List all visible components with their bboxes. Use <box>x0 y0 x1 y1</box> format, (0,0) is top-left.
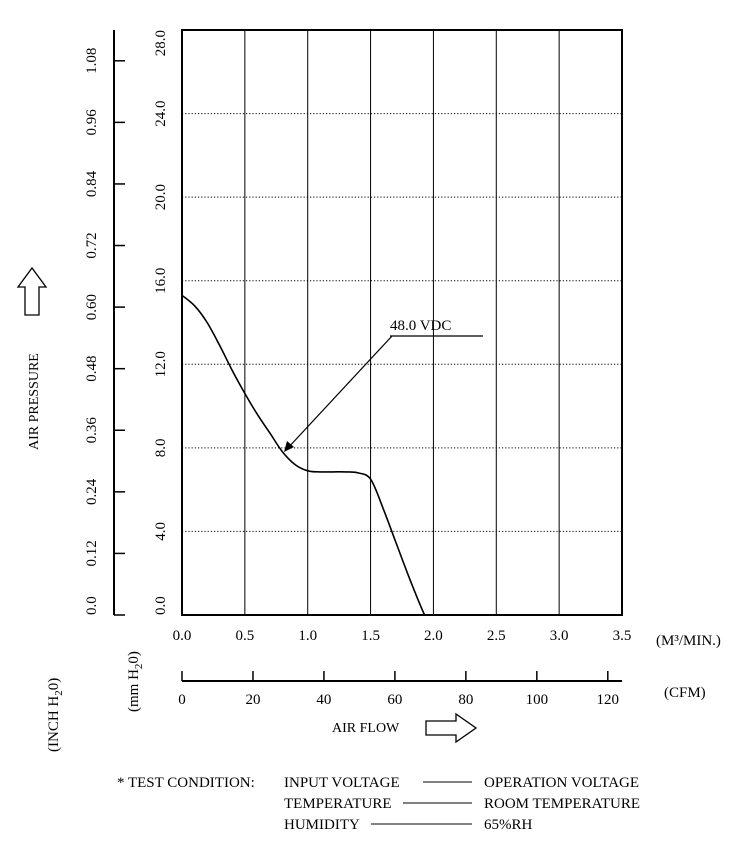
inch-tick-label: 0.96 <box>84 109 100 136</box>
mm-axis-unit: (mm H20) <box>126 651 145 712</box>
inch-tick-label: 0.12 <box>84 540 100 566</box>
cfm-tick-label: 80 <box>458 692 473 708</box>
mm-tick-label: 4.0 <box>153 522 169 541</box>
air-flow-arrow-icon <box>425 712 478 744</box>
test-condition-title: * TEST CONDITION: <box>117 775 255 791</box>
cfm-axis-unit: (CFM) <box>664 685 706 701</box>
x-axis-unit: (M³/MIN.) <box>656 633 721 649</box>
x-tick-label: 1.0 <box>298 628 317 644</box>
inch-tick-label: 0.72 <box>84 232 100 258</box>
inch-tick-label: 0.24 <box>84 478 100 505</box>
annotation-arrow-icon <box>284 441 294 452</box>
inch-axis-ticks: 0.0 0.12 0.24 0.36 0.48 0.60 0.72 0.84 0.96 1.08 <box>84 48 125 616</box>
x-tick-label: 0.0 <box>173 628 192 644</box>
inch-tick-label: 0.84 <box>84 170 100 197</box>
mm-tick-label: 0.0 <box>153 596 169 615</box>
annotation-leader <box>286 335 393 450</box>
inch-axis-unit: (INCH H20) <box>46 678 65 752</box>
cfm-tick-label: 40 <box>316 692 331 708</box>
x-tick-label: 3.5 <box>613 628 632 644</box>
condition-value: ROOM TEMPERATURE <box>484 796 640 812</box>
series-annotation: 48.0 VDC <box>390 318 451 334</box>
cfm-axis-ticks: 0 20 40 60 80 100 120 <box>178 671 619 708</box>
x-tick-label: 1.5 <box>361 628 380 644</box>
condition-value: OPERATION VOLTAGE <box>484 775 639 791</box>
mm-tick-label: 12.0 <box>153 351 169 377</box>
cfm-tick-label: 20 <box>245 692 260 708</box>
x-tick-label: 2.0 <box>424 628 443 644</box>
x-tick-label: 2.5 <box>487 628 506 644</box>
condition-value: 65%RH <box>484 817 533 833</box>
inch-tick-label: 0.48 <box>84 356 100 382</box>
inch-tick-label: 1.08 <box>84 48 100 74</box>
mm-tick-label: 28.0 <box>153 30 169 56</box>
condition-label: INPUT VOLTAGE <box>284 775 400 791</box>
mm-tick-label: 16.0 <box>153 268 169 294</box>
test-condition-block: * TEST CONDITION: INPUT VOLTAGE OPERATIO… <box>117 775 640 833</box>
air-pressure-arrow-icon <box>16 266 48 316</box>
condition-label: HUMIDITY <box>284 817 360 833</box>
inch-tick-label: 0.60 <box>84 294 100 320</box>
condition-label: TEMPERATURE <box>284 796 392 812</box>
cfm-tick-label: 120 <box>597 692 620 708</box>
mm-axis-ticks: 0.0 4.0 8.0 12.0 16.0 20.0 24.0 28.0 <box>153 30 169 615</box>
x-tick-label: 0.5 <box>235 628 254 644</box>
x-tick-label: 3.0 <box>550 628 569 644</box>
mm-tick-label: 20.0 <box>153 184 169 210</box>
chart-grid <box>182 30 622 615</box>
cfm-tick-label: 100 <box>526 692 549 708</box>
x-axis-label: AIR FLOW <box>332 721 400 736</box>
plot-frame <box>181 29 623 616</box>
inch-tick-label: 0.0 <box>84 596 100 615</box>
cfm-tick-label: 0 <box>178 692 186 708</box>
mm-tick-label: 24.0 <box>153 100 169 126</box>
cfm-tick-label: 60 <box>387 692 402 708</box>
y-axis-label: AIR PRESSURE <box>27 353 42 450</box>
x-axis-ticks: 0.0 0.5 1.0 1.5 2.0 2.5 3.0 3.5 <box>173 628 632 644</box>
mm-tick-label: 8.0 <box>153 438 169 457</box>
inch-tick-label: 0.36 <box>84 417 100 444</box>
series-line-48vdc <box>181 294 426 616</box>
